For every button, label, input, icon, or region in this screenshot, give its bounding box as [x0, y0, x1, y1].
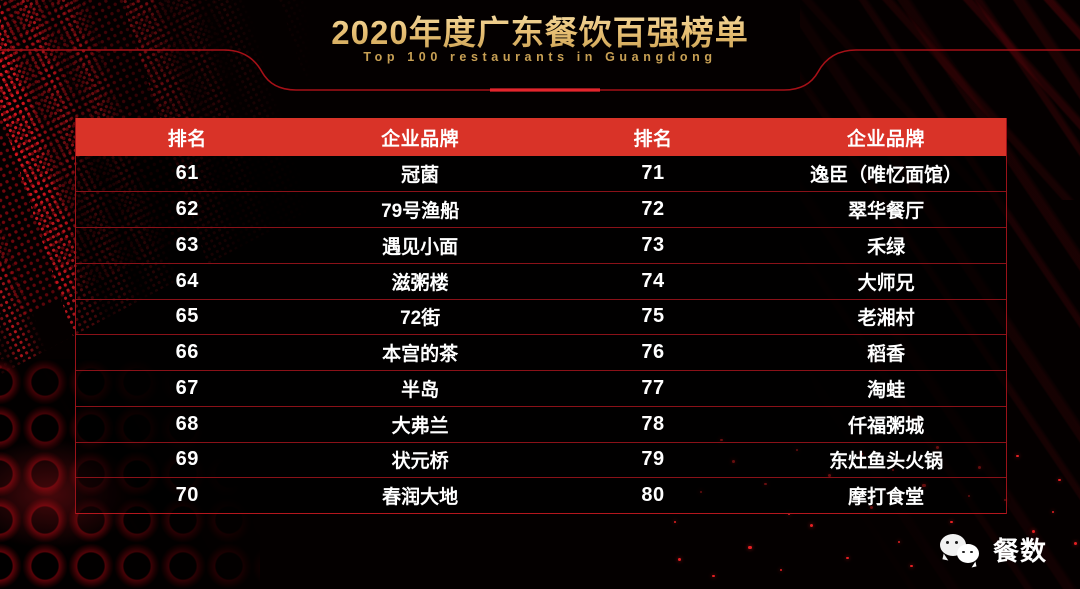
particle-dot	[712, 574, 715, 577]
particle-dot	[1052, 511, 1054, 513]
cell-brand-left: 半岛	[299, 370, 542, 407]
cell-rank-right: 79	[541, 442, 765, 479]
particle-dot	[678, 558, 681, 561]
cell-rank-right: 75	[541, 299, 765, 336]
cell-rank-left: 67	[75, 370, 300, 407]
column-header-brand-right: 企业品牌	[764, 118, 1007, 156]
particle-dot	[1058, 478, 1061, 481]
cell-brand-left: 滋粥楼	[299, 263, 542, 300]
particle-dot	[780, 569, 782, 571]
ranking-table: 排名 企业品牌 排名 企业品牌 61 冠菌 71 逸臣（唯忆面馆） 62 79号渔船 72 翠…	[75, 118, 1007, 514]
particle-dot	[810, 524, 813, 527]
column-header-brand-left: 企业品牌	[299, 118, 542, 156]
particle-dot	[910, 564, 913, 567]
particle-dot	[1074, 542, 1077, 545]
cell-rank-left: 66	[75, 334, 300, 371]
title-block: 2020年度广东餐饮百强榜单 Top 100 restaurants in Gu…	[0, 0, 1080, 100]
cell-brand-right: 大师兄	[764, 263, 1007, 300]
page-title: 2020年度广东餐饮百强榜单	[0, 6, 1080, 54]
cell-brand-left: 本宫的茶	[299, 334, 542, 371]
table-row: 68 大弗兰 78 仟福粥城	[75, 406, 1007, 443]
particle-dot	[748, 545, 752, 549]
cell-brand-left: 冠菌	[299, 156, 542, 193]
particle-dot	[1016, 454, 1019, 457]
cell-rank-right: 71	[541, 156, 765, 193]
particle-dot	[898, 541, 900, 543]
particle-dot	[1032, 530, 1035, 533]
cell-brand-left: 遇见小面	[299, 227, 542, 264]
cell-brand-left: 72街	[299, 299, 542, 336]
wechat-account-name: 餐数	[992, 536, 1047, 566]
table-row: 61 冠菌 71 逸臣（唯忆面馆）	[75, 156, 1007, 193]
particle-dot	[674, 521, 676, 523]
cell-brand-right: 摩打食堂	[764, 477, 1007, 514]
cell-brand-right: 淘蛙	[764, 370, 1007, 407]
cell-brand-left: 大弗兰	[299, 406, 542, 443]
table-row: 66 本宫的茶 76 稻香	[75, 334, 1007, 371]
column-header-rank-left: 排名	[75, 118, 300, 156]
cell-rank-left: 69	[75, 442, 300, 479]
table-row: 62 79号渔船 72 翠华餐厅	[75, 191, 1007, 228]
cell-brand-right: 仟福粥城	[764, 406, 1007, 443]
cell-brand-left: 春润大地	[299, 477, 542, 514]
cell-rank-right: 80	[541, 477, 765, 514]
cell-rank-left: 63	[75, 227, 300, 264]
title-divider-icon	[0, 49, 1080, 92]
cell-rank-left: 70	[75, 477, 300, 514]
cell-rank-right: 77	[541, 370, 765, 407]
table-header-row: 排名 企业品牌 排名 企业品牌	[75, 118, 1007, 156]
cell-brand-right: 稻香	[764, 334, 1007, 371]
table-row: 63 遇见小面 73 禾绿	[75, 227, 1007, 264]
cell-brand-right: 东灶鱼头火锅	[764, 442, 1007, 479]
particle-dot	[846, 556, 849, 559]
cell-brand-right: 翠华餐厅	[764, 191, 1007, 228]
table-row: 70 春润大地 80 摩打食堂	[75, 477, 1007, 514]
table-row: 64 滋粥楼 74 大师兄	[75, 263, 1007, 300]
cell-rank-right: 76	[541, 334, 765, 371]
wechat-account-badge: 餐数	[939, 531, 1047, 568]
cell-brand-right: 逸臣（唯忆面馆）	[764, 156, 1007, 193]
cell-rank-right: 74	[541, 263, 765, 300]
cell-brand-left: 状元桥	[299, 442, 542, 479]
particle-dot	[788, 513, 790, 515]
table-row: 69 状元桥 79 东灶鱼头火锅	[75, 442, 1007, 479]
cell-rank-left: 61	[75, 156, 300, 193]
particle-dot	[950, 520, 953, 523]
cell-rank-left: 64	[75, 263, 300, 300]
cell-rank-left: 68	[75, 406, 300, 443]
wechat-icon	[939, 533, 984, 566]
cell-rank-left: 65	[75, 299, 300, 336]
table-row: 67 半岛 77 淘蛙	[75, 370, 1007, 407]
page-subtitle: Top 100 restaurants in Guangdong	[363, 50, 717, 64]
cell-rank-right: 73	[541, 227, 765, 264]
cell-brand-left: 79号渔船	[299, 191, 542, 228]
table-row: 65 72街 75 老湘村	[75, 299, 1007, 336]
cell-rank-left: 62	[75, 191, 300, 228]
cell-brand-right: 禾绿	[764, 227, 1007, 264]
cell-rank-right: 78	[541, 406, 765, 443]
column-header-rank-right: 排名	[541, 118, 765, 156]
cell-brand-right: 老湘村	[764, 299, 1007, 336]
cell-rank-right: 72	[541, 191, 765, 228]
